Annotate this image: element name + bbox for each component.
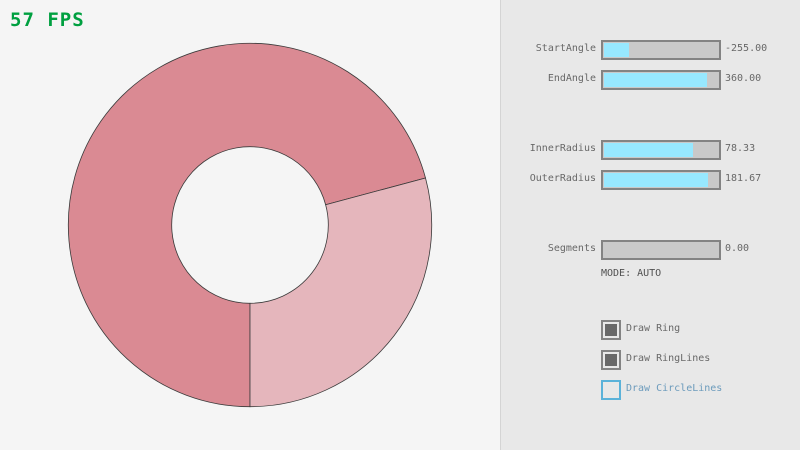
checkbox-label: Draw RingLines xyxy=(626,353,711,364)
slider-fill xyxy=(604,173,708,187)
ring-single-coverage-segment xyxy=(249,177,433,408)
checkbox-box[interactable] xyxy=(601,320,621,340)
slider-value: 78.33 xyxy=(725,143,756,154)
slider-label: OuterRadius xyxy=(529,173,596,184)
checkbox-label: Draw CircleLines xyxy=(626,383,723,394)
slider-label: StartAngle xyxy=(535,43,596,54)
slider-value: 0.00 xyxy=(725,243,750,254)
checkbox-draw-ring-lines[interactable]: Draw RingLines xyxy=(601,350,800,370)
mode-label: MODE: AUTO xyxy=(601,268,662,279)
slider-value: -255.00 xyxy=(725,43,768,54)
slider-fill xyxy=(604,73,707,87)
slider-outer-radius[interactable]: OuterRadius 181.67 xyxy=(501,170,800,190)
slider-start-angle[interactable]: StartAngle -255.00 xyxy=(501,40,800,60)
checkbox-box[interactable] xyxy=(601,350,621,370)
slider-track[interactable] xyxy=(601,140,721,160)
checkbox-label: Draw Ring xyxy=(626,323,681,334)
ring-double-coverage-segment xyxy=(67,42,426,408)
slider-track[interactable] xyxy=(601,70,721,90)
slider-label: EndAngle xyxy=(547,73,596,84)
ring-canvas xyxy=(67,42,433,408)
slider-track[interactable] xyxy=(601,170,721,190)
slider-label: InnerRadius xyxy=(529,143,596,154)
slider-track[interactable] xyxy=(601,240,721,260)
fps-counter: 57 FPS xyxy=(10,9,85,31)
checkbox-check xyxy=(605,324,617,336)
checkbox-check xyxy=(605,354,617,366)
control-panel: StartAngle -255.00 EndAngle 360.00 Inner… xyxy=(500,0,800,450)
checkbox-draw-circle-lines[interactable]: Draw CircleLines xyxy=(601,380,800,400)
slider-value: 360.00 xyxy=(725,73,762,84)
slider-value: 181.67 xyxy=(725,173,762,184)
checkbox-box[interactable] xyxy=(601,380,621,400)
slider-segments[interactable]: Segments 0.00 xyxy=(501,240,800,260)
slider-fill xyxy=(604,43,629,57)
slider-label: Segments xyxy=(547,243,596,254)
slider-end-angle[interactable]: EndAngle 360.00 xyxy=(501,70,800,90)
slider-inner-radius[interactable]: InnerRadius 78.33 xyxy=(501,140,800,160)
slider-track[interactable] xyxy=(601,40,721,60)
slider-fill xyxy=(604,143,694,157)
checkbox-draw-ring[interactable]: Draw Ring xyxy=(601,320,800,340)
